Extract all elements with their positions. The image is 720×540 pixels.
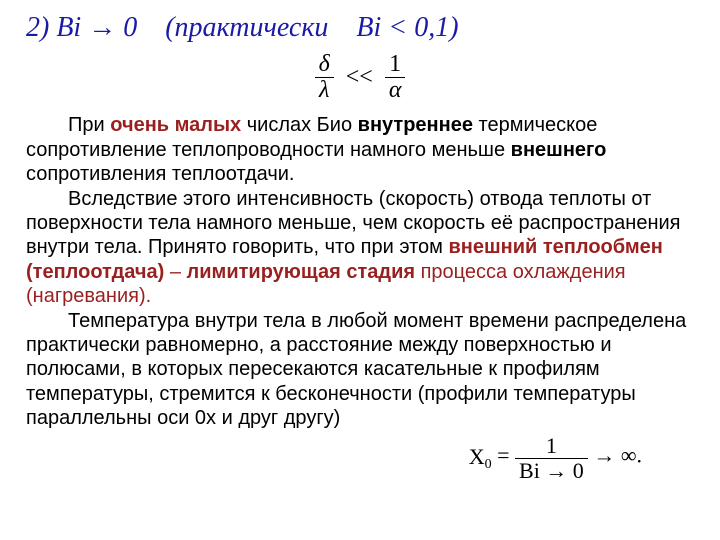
fraction-one-over-alpha: 1 α (385, 52, 406, 103)
p2-dash: – (164, 261, 186, 283)
title-suffix: Bi < 0,1) (328, 12, 458, 43)
denominator-alpha: α (385, 78, 406, 103)
numerator-delta: δ (315, 52, 334, 78)
p1-strong-external: внешнего (511, 139, 607, 161)
heading-case-2: 2) Bi → 0 (практически Bi < 0,1) (26, 12, 694, 44)
paragraph-2: Вследствие этого интенсивность (скорость… (26, 187, 694, 309)
numerator-one: 1 (385, 52, 406, 78)
fraction-one-over-bi: 1 Bi → 0 (515, 434, 588, 481)
numerator-1: 1 (515, 434, 588, 458)
lhs-sub: 0 (485, 457, 492, 472)
p1-t2: числах Био (241, 114, 357, 136)
p2-strong-limiting-stage: лимитирующая стадия (187, 261, 416, 283)
fraction-delta-over-lambda: δ λ (315, 52, 334, 103)
p1-t1: При (68, 114, 110, 136)
p1-t4: сопротивления теплоотдачи. (26, 163, 294, 185)
to-infinity: → ∞. (588, 443, 642, 468)
p3-t1: Температура внутри тела в любой момент в… (26, 310, 686, 430)
p1-strong-very-small: очень малых (110, 114, 241, 136)
paragraph-1: При очень малых числах Био внутреннее те… (26, 113, 694, 186)
title-prefix: 2) Bi → 0 ( (26, 12, 175, 43)
denominator-lambda: λ (315, 78, 334, 103)
formula-x0-to-infinity: X0 = 1 Bi → 0 → ∞. (26, 434, 694, 481)
denominator-bi-to-0: Bi → 0 (515, 459, 588, 482)
paragraph-3: Температура внутри тела в любой момент в… (26, 309, 694, 431)
title-practically: практически (175, 12, 329, 43)
p1-strong-internal: внутреннее (358, 114, 473, 136)
body-text: При очень малых числах Био внутреннее те… (26, 113, 694, 430)
lhs-base: X (469, 444, 485, 469)
formula-internal-vs-external-resistance: δ λ << 1 α (26, 52, 694, 103)
much-less-than: << (346, 64, 373, 91)
lhs-x0: X0 (469, 444, 492, 473)
equals: = (492, 443, 515, 468)
